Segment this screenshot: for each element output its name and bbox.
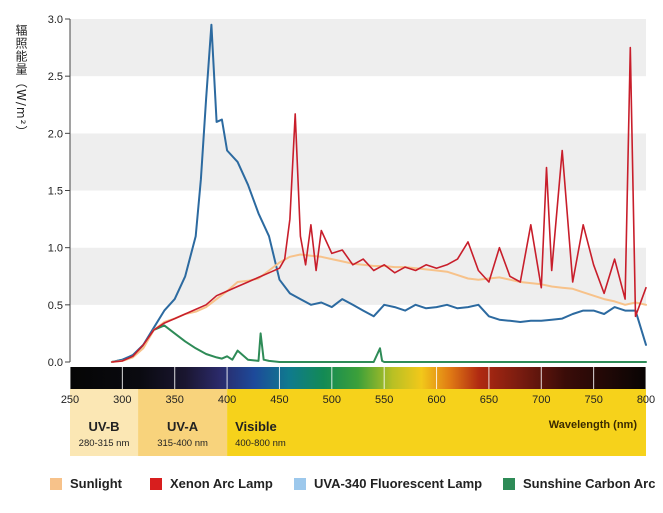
legend-item-xenon: Xenon Arc Lamp	[150, 476, 273, 491]
legend-label-carbon-arc: Sunshine Carbon Arc	[523, 476, 656, 491]
band-name: UV-B	[89, 419, 120, 434]
y-tick-label: 2.5	[48, 71, 63, 83]
band-name: Visible	[235, 419, 277, 434]
grid-band	[70, 76, 646, 134]
region-band-1	[138, 389, 228, 456]
band-range: 280-315 nm	[79, 438, 130, 449]
x-tick-label: 700	[532, 394, 550, 406]
series-line-sunshine-carbon-arc	[110, 324, 647, 363]
y-tick-label: 1.5	[48, 186, 63, 198]
legend-item-uva340: UVA-340 Fluorescent Lamp	[294, 476, 482, 491]
series-line-uva-340-fluorescent-lamp	[110, 23, 647, 363]
series-line-sunlight	[110, 253, 647, 363]
legend-item-carbon-arc: Sunshine Carbon Arc	[503, 476, 655, 491]
band-range: 315-400 nm	[157, 438, 208, 449]
legend-swatch-carbon-arc	[503, 477, 515, 490]
spectrum-strip	[70, 367, 646, 389]
region-band-2	[227, 389, 646, 456]
x-tick-label: 350	[166, 394, 184, 406]
x-tick-label: 400	[218, 394, 236, 406]
x-tick-label: 550	[375, 394, 393, 406]
y-tick-label: 3.0	[48, 14, 63, 26]
grid-band	[70, 19, 646, 77]
x-tick-label: 500	[323, 394, 341, 406]
grid-band	[70, 247, 646, 305]
x-tick-label: 650	[480, 394, 498, 406]
legend-label-sunlight: Sunlight	[70, 476, 122, 491]
y-tick-label: 0.5	[48, 300, 63, 312]
legend-swatch-sunlight	[50, 477, 62, 490]
band-range: 400-800 nm	[235, 438, 286, 449]
x-tick-label: 800	[637, 394, 655, 406]
x-axis-title: Wavelength (nm)	[549, 419, 638, 431]
legend-label-uva340: UVA-340 Fluorescent Lamp	[314, 476, 483, 491]
grid-band	[70, 133, 646, 191]
legend-label-xenon: Xenon Arc Lamp	[170, 476, 273, 491]
x-tick-label: 300	[113, 394, 131, 406]
grid-band	[70, 190, 646, 248]
legend: Sunlight Xenon Arc Lamp UVA-340 Fluoresc…	[0, 476, 663, 500]
grid-band	[70, 304, 646, 362]
y-tick-label: 0.0	[48, 357, 63, 369]
legend-swatch-xenon	[150, 477, 162, 490]
x-tick-label: 750	[584, 394, 602, 406]
y-tick-label: 1.0	[48, 243, 63, 255]
spectral-irradiance-chart: 0.0 0.5 1.0 1.5 2.0 2.5 3.0 250 300 350 400 450 500 5…	[48, 14, 655, 456]
y-axis-label: 辐照能量（W/m²）	[14, 24, 28, 139]
legend-swatch-uva340	[294, 477, 306, 490]
region-band-0	[70, 389, 139, 456]
band-name: UV-A	[167, 419, 199, 434]
series-line-xenon-arc-lamp	[111, 46, 647, 363]
x-tick-label: 600	[427, 394, 445, 406]
y-tick-label: 2.0	[48, 128, 63, 140]
legend-item-sunlight: Sunlight	[50, 476, 122, 491]
x-tick-label: 450	[270, 394, 288, 406]
x-tick-label: 250	[61, 394, 79, 406]
